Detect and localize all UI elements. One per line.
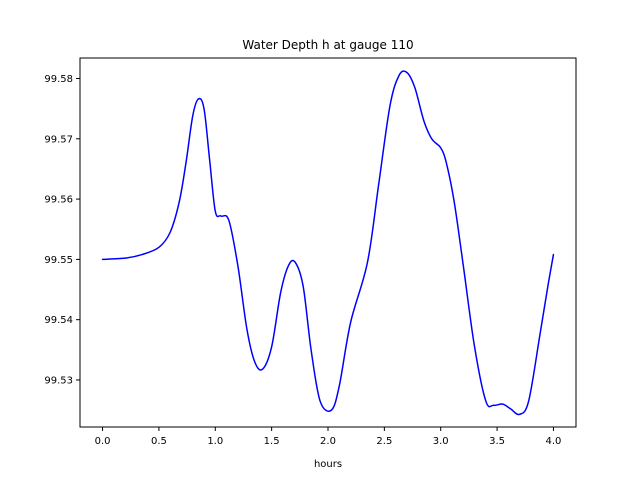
- x-axis-title: hours: [314, 459, 342, 470]
- x-tick-label: 0.0: [95, 436, 111, 447]
- x-tick-label: 0.5: [151, 436, 167, 447]
- plot-area: [101, 70, 555, 416]
- series-line: [101, 70, 555, 416]
- x-tick-label: 3.0: [433, 436, 449, 447]
- y-tick-label: 99.53: [44, 375, 73, 386]
- x-tick-label: 3.5: [489, 436, 505, 447]
- x-tick-label: 2.0: [320, 436, 336, 447]
- chart-title: Water Depth h at gauge 110: [242, 38, 413, 52]
- y-tick-label: 99.54: [44, 315, 73, 326]
- plot-frame: [79, 57, 577, 428]
- x-tick-label: 1.0: [207, 436, 223, 447]
- axes: 0.0 0.5 1.0 1.5 2.0 2.5 3.0 3.5 4.0 99.53 99.54 99.…: [44, 74, 561, 447]
- y-tick-label: 99.57: [44, 134, 73, 145]
- y-tick-label: 99.56: [44, 195, 73, 206]
- x-tick-label: 1.5: [264, 436, 280, 447]
- x-tick-label: 2.5: [376, 436, 392, 447]
- x-tick-label: 4.0: [546, 436, 562, 447]
- y-tick-label: 99.55: [44, 255, 73, 266]
- y-tick-label: 99.58: [44, 74, 73, 85]
